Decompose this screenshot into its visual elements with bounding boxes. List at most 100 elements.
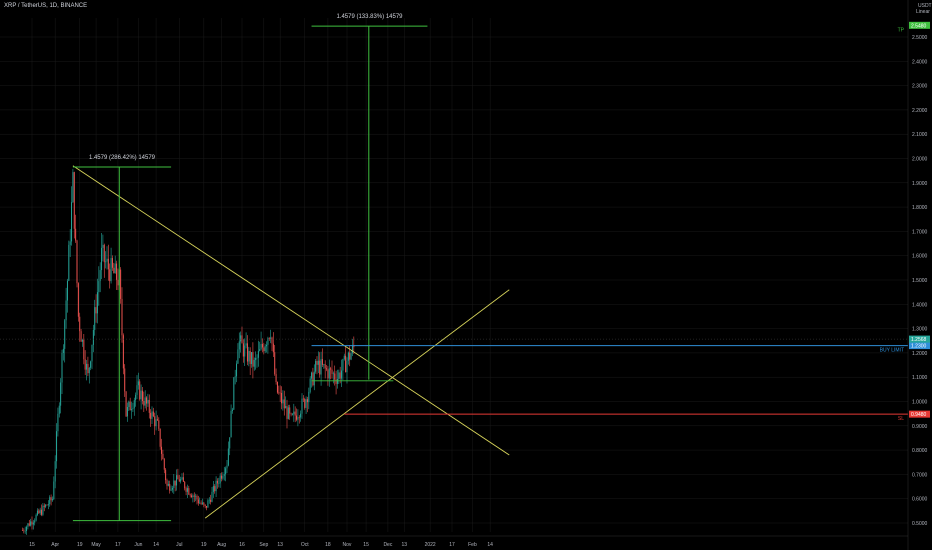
- buy-limit-label: BUY LIMIT: [880, 348, 904, 354]
- candle-body: [289, 407, 291, 414]
- candle-body: [177, 475, 179, 480]
- candle-body: [151, 411, 153, 419]
- candle-body: [316, 360, 318, 365]
- tp-tag: [909, 21, 930, 29]
- candle-body: [182, 477, 184, 482]
- candle-body: [64, 320, 66, 349]
- y-tick-label: 1.0000: [912, 400, 928, 406]
- time-axis: 15 Apr 19 May 17 Jun 14 Jul 19 Aug 16 Sep 13 Oct 18 Nov…: [0, 535, 908, 548]
- candle-body: [335, 379, 337, 384]
- candle-body: [283, 399, 285, 409]
- candle-body: [80, 331, 82, 342]
- candle-body: [216, 480, 218, 484]
- candle-body: [195, 495, 197, 497]
- candle-body: [251, 352, 253, 364]
- candle-body: [263, 347, 265, 352]
- candle-body: [341, 370, 343, 379]
- candle-body: [116, 263, 118, 280]
- sl-tag: [909, 410, 930, 418]
- candle-body: [199, 502, 201, 504]
- candle-body: [111, 258, 113, 268]
- candle-body: [275, 374, 277, 383]
- candle-body: [347, 352, 349, 361]
- candle-body: [165, 469, 167, 481]
- candle-body: [125, 391, 127, 417]
- candle-body: [34, 520, 36, 523]
- candle-body: [230, 410, 232, 438]
- candle-body: [68, 244, 70, 281]
- candle-body: [39, 509, 41, 514]
- candle-body: [208, 499, 210, 501]
- x-tick-label: 16: [239, 542, 245, 548]
- candle-body: [330, 368, 332, 370]
- x-tick-label: Jul: [176, 542, 182, 548]
- y-tick-label: 2.5000: [912, 35, 928, 41]
- candle-body: [92, 329, 94, 345]
- candle-body: [327, 369, 329, 379]
- candle-body: [75, 228, 77, 241]
- candle-body: [176, 475, 178, 486]
- candle-body: [290, 413, 292, 415]
- price-levels: TP 2.5480 BUY LIMIT 1.2300 SL 0.9480 1.2568: [0, 21, 930, 422]
- candle-body: [31, 521, 33, 525]
- x-tick-label: 19: [201, 542, 207, 548]
- candle-body: [234, 376, 236, 378]
- y-tick-label: 1.4000: [912, 302, 928, 308]
- candle-body: [72, 172, 74, 203]
- candle-body: [214, 486, 216, 492]
- candle-body: [192, 495, 194, 498]
- y-tick-label: 0.6000: [912, 497, 928, 503]
- x-tick-label: Jun: [134, 542, 142, 548]
- candle-body: [223, 474, 225, 476]
- current-price-tag: [909, 335, 930, 343]
- candle-body: [23, 530, 25, 531]
- candle-body: [139, 381, 141, 400]
- candle-body: [102, 244, 104, 248]
- candle-body: [270, 337, 272, 339]
- candle-body: [324, 364, 326, 369]
- candle-body: [266, 344, 268, 347]
- candle-body: [69, 241, 71, 245]
- candle-body: [129, 401, 131, 411]
- candle-body: [57, 413, 59, 432]
- candle-body: [152, 411, 154, 417]
- candle-body: [83, 339, 85, 360]
- candle-body: [281, 392, 283, 404]
- candle-body: [261, 343, 263, 348]
- candle-body: [320, 359, 322, 375]
- tp-tag-text: 2.5480: [911, 23, 927, 29]
- candle-body: [323, 364, 325, 365]
- candle-body: [120, 269, 122, 299]
- x-tick-label: Dec: [383, 542, 392, 548]
- candle-body: [170, 489, 172, 491]
- sl-tag-text: 0.9480: [911, 412, 927, 418]
- x-tick-label: 17: [449, 542, 455, 548]
- candle-body: [286, 406, 288, 419]
- candle-body: [166, 480, 168, 486]
- candle-body: [274, 352, 276, 375]
- candle-body: [256, 357, 258, 359]
- y-tick-label: 1.7000: [912, 229, 928, 235]
- candle-body: [188, 488, 190, 495]
- candle-body: [278, 392, 280, 394]
- sl-label: SL: [898, 416, 904, 422]
- y-tick-label: 1.8000: [912, 205, 928, 211]
- candle-body: [268, 338, 270, 339]
- candle-body: [98, 281, 100, 293]
- candle-body: [267, 338, 269, 345]
- candle-body: [184, 481, 186, 489]
- candle-body: [62, 348, 64, 353]
- candle-body: [301, 398, 303, 414]
- candle-body: [313, 371, 315, 386]
- candle-body: [200, 502, 202, 504]
- candle-body: [222, 475, 224, 479]
- measure-label: 1.4579 (286.42%) 14579: [89, 155, 156, 161]
- y-tick-label: 0.9000: [912, 424, 928, 430]
- candle-body: [147, 399, 149, 404]
- candle-body: [331, 369, 333, 374]
- candle-body: [140, 390, 142, 400]
- candle-body: [54, 461, 56, 482]
- candle-body: [66, 280, 68, 301]
- candle-body: [109, 269, 111, 282]
